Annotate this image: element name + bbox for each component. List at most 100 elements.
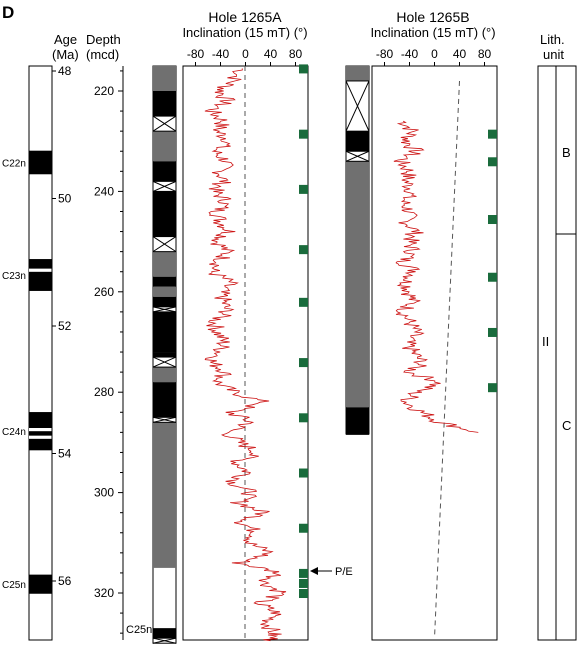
depth-tick-label: 300 [94,486,114,500]
core-a-void [152,180,177,192]
hole-b-xtick-label: -40 [401,47,419,61]
hole-a-marker [299,568,308,578]
panel-label: D [2,3,14,22]
hole-b-curve [393,120,479,433]
hole-b-trend-line [434,80,460,639]
depth-tick-label: 240 [94,184,114,198]
hole-a-marker [299,184,308,194]
chron-block [29,150,52,175]
hole-b-marker [488,129,497,139]
chron-label: C25n [2,580,26,591]
core-a-section [153,251,176,277]
depth-unit-header: (mcd) [86,47,119,62]
hole-b-core-column [345,65,370,435]
chron-gap [29,268,52,272]
lith-unit-header: unit [543,47,564,62]
age-chrons: C22n C23n C24n C25n [2,150,52,594]
chron-label: C22n [2,158,26,169]
core-a-section [153,276,176,287]
chron-block [29,574,52,594]
hole-b-xtick-label: 0 [431,47,438,61]
core-a-section [153,311,176,353]
core-a-section [153,131,176,162]
hole-a-marker [299,468,308,478]
hole-a-marker [299,245,308,255]
hole-b-title: Hole 1265B [396,9,469,25]
hole-a-core-column [152,65,177,644]
lith-unit-ii-box [537,65,557,641]
core-a-void [152,637,177,644]
hole-a-marker [299,297,308,307]
core-a-section [153,286,176,297]
hole-b-xtick-label: 40 [453,47,467,61]
core-a-section [153,161,176,182]
core-a-section [153,191,176,237]
hole-b-xlabel: Inclination (15 mT) (°) [370,25,495,40]
hole-b-marker [488,157,497,167]
hole-a-marker [299,578,308,588]
hole-a-xtick-label: 80 [289,47,303,61]
depth-header: Depth [86,32,121,47]
core-a-section [153,382,176,418]
hole-a-marker [299,358,308,368]
hole-b-xtick-label: -80 [376,47,394,61]
pe-boundary-marker: P/E [310,566,353,578]
chron-gap [29,435,52,439]
depth-tick-label: 320 [94,586,114,600]
core-b-void [345,150,370,162]
core-a-section [153,367,176,383]
chron-gap [29,428,52,432]
hole-b-xtick-label: 80 [478,47,492,61]
hole-b-markers [488,129,497,393]
hole-a-xtick-label: -80 [187,47,205,61]
hole-a-marker [299,589,308,598]
core-a-section [153,65,176,91]
pe-label: P/E [335,566,353,578]
lith-header: Lith. [540,32,565,47]
lith-unit-c-label: C [562,418,571,433]
chron-label: C24n [2,427,26,438]
age-tick-label: 54 [58,447,72,461]
hole-b-inclination-line [393,120,479,433]
core-a-section [153,628,176,639]
hole-b-marker [488,272,497,282]
core-b-section [346,65,369,81]
core-a-void [152,356,177,368]
core-b-void [345,80,370,132]
hole-a-xtick-label: -40 [212,47,230,61]
core-b-section [346,131,369,152]
hole-a-marker [299,64,308,74]
age-unit-header: (Ma) [52,47,79,62]
hole-a-markers [299,64,308,598]
core-a-void [152,115,177,132]
hole-b-marker [488,215,497,225]
age-tick-label: 48 [58,64,72,78]
depth-tick-label: 260 [94,285,114,299]
hole-a-title: Hole 1265A [208,9,282,25]
depth-tick-label: 220 [94,84,114,98]
hole-b-marker [488,327,497,337]
core-b-section [346,161,369,408]
hole-a-marker [299,523,308,533]
hole-a-marker [299,129,308,139]
lith-unit-c-box [555,233,577,641]
age-tick-label: 56 [58,574,72,588]
age-ticks: 48 50 52 54 56 [52,64,72,588]
hole-a-curve [204,68,287,642]
hole-a-xlabel: Inclination (15 mT) (°) [182,25,307,40]
hole-b-xticks: -80 -40 0 40 80 [376,47,492,66]
hole-a-inclination-line [204,68,287,642]
depth-tick-label: 280 [94,385,114,399]
core-a-void [152,416,177,423]
hole-b-plot-frame [371,65,498,641]
core-a-section [153,352,176,358]
hole-a-xticks: -80 -40 0 40 80 [187,47,303,66]
hole-b-marker [488,383,497,393]
core-a-section [153,296,176,307]
hole-a-xtick-label: 0 [242,47,249,61]
age-tick-label: 50 [58,192,72,206]
core-b-section [346,407,369,435]
age-tick-label: 52 [58,319,72,333]
chron-label: C23n [2,271,26,282]
